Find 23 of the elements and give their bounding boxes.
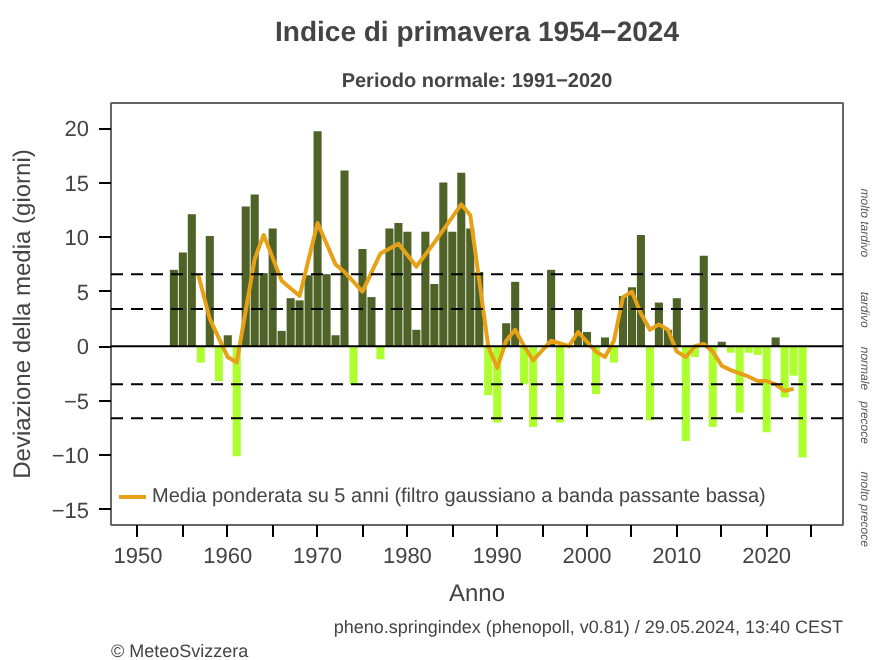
text: © MeteoSvizzera: [111, 641, 249, 660]
y-tick-label: 5: [76, 281, 90, 306]
x-tick-label: 1950: [113, 545, 163, 569]
x-tick-label: 2000: [562, 545, 612, 569]
x-tick-label: 1960: [203, 545, 253, 569]
chart-subtitle: Periodo normale: 1991−2020: [341, 71, 614, 93]
y-tick-label: −5: [63, 390, 90, 415]
y-tick-label: 0: [76, 336, 90, 361]
text: pheno.springindex (phenopoll, v0.81) / 29.05.2024, 13:40 CEST: [333, 617, 844, 637]
x-tick-label: 1980: [382, 545, 432, 569]
legend-label: Media ponderata su 5 anni (filtro gaussiano a banda passante bassa): [152, 485, 766, 507]
x-tick-label: 2010: [652, 545, 702, 569]
y-axis-title: Deviazione della media (giorni): [7, 149, 36, 479]
x-tick-label: 2020: [742, 545, 792, 569]
y-tick-label: 20: [64, 118, 90, 143]
y-tick-label: 10: [64, 227, 90, 252]
x-tick-label: 1990: [472, 545, 522, 569]
x-axis-title: Anno: [448, 579, 506, 607]
y-tick-label: −10: [51, 445, 90, 470]
chart-title: Indice di primavera 1954−2024: [275, 15, 680, 47]
y-tick-label: 15: [64, 172, 90, 197]
x-tick-label: 1970: [293, 545, 343, 569]
y-tick-label: −15: [51, 499, 90, 524]
